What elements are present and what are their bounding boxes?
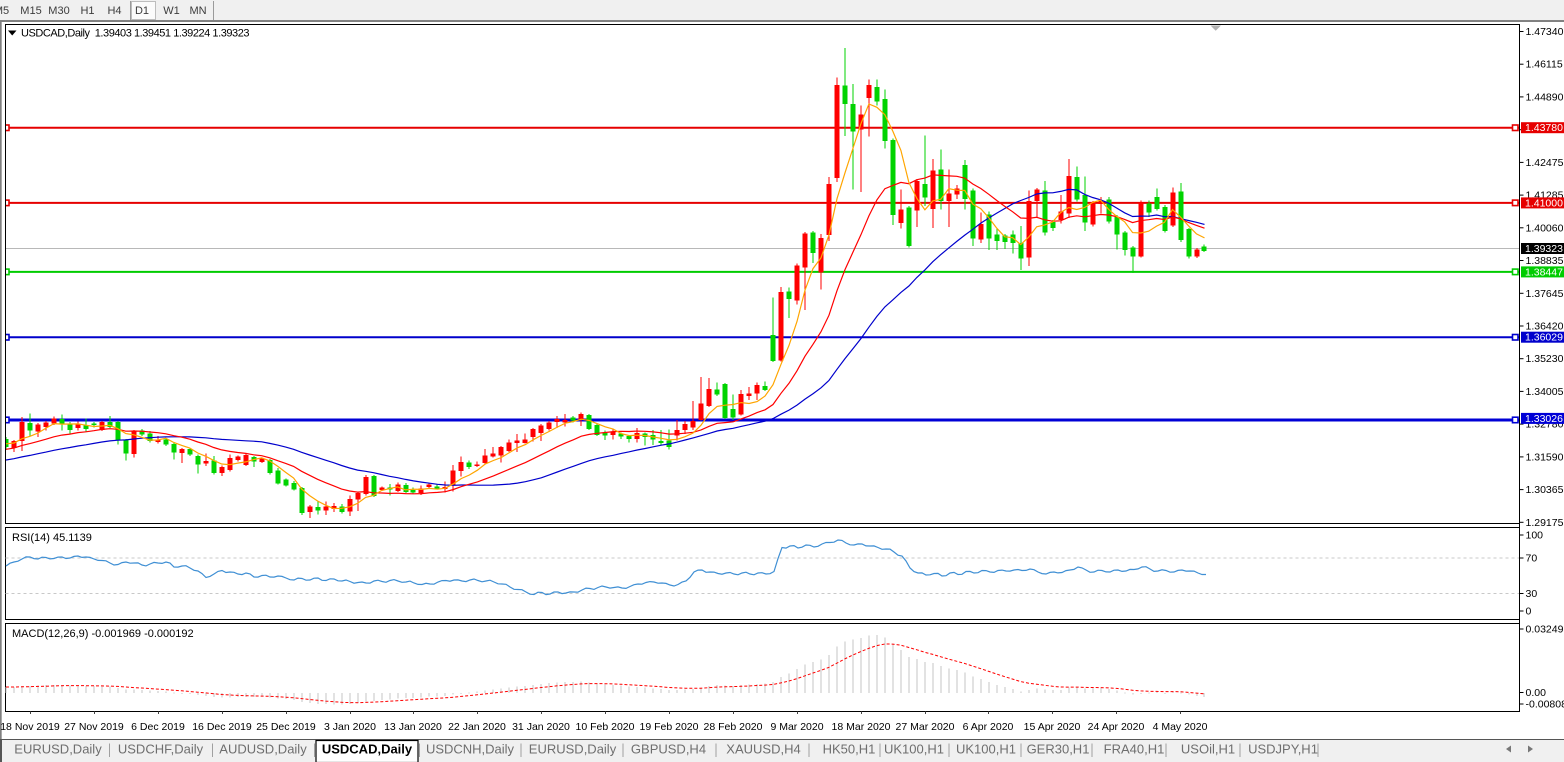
svg-text:1.47340: 1.47340: [1526, 26, 1564, 38]
svg-text:0: 0: [1526, 606, 1532, 618]
svg-text:1.31590: 1.31590: [1526, 451, 1564, 463]
svg-text:15 Apr 2020: 15 Apr 2020: [1024, 721, 1081, 733]
svg-text:1.36029: 1.36029: [1525, 332, 1563, 344]
svg-text:6 Apr 2020: 6 Apr 2020: [963, 721, 1014, 733]
svg-text:1.37645: 1.37645: [1526, 288, 1564, 300]
svg-text:1.38835: 1.38835: [1526, 255, 1564, 267]
svg-text:13 Jan 2020: 13 Jan 2020: [384, 721, 442, 733]
svg-text:RSI(14) 45.1139: RSI(14) 45.1139: [12, 532, 92, 544]
svg-text:1.35230: 1.35230: [1526, 353, 1564, 365]
svg-text:M15: M15: [20, 5, 41, 17]
svg-text:24 Apr 2020: 24 Apr 2020: [1088, 721, 1145, 733]
svg-text:9 Mar 2020: 9 Mar 2020: [770, 721, 823, 733]
svg-text:18 Nov 2019: 18 Nov 2019: [0, 721, 60, 733]
svg-text:W1: W1: [163, 5, 180, 17]
svg-text:10 Feb 2020: 10 Feb 2020: [576, 721, 635, 733]
svg-text:1.38447: 1.38447: [1525, 266, 1563, 278]
svg-text:31 Jan 2020: 31 Jan 2020: [512, 721, 570, 733]
svg-text:EURUSD,Daily: EURUSD,Daily: [529, 742, 617, 757]
svg-text:USDJPY,H1: USDJPY,H1: [1248, 742, 1318, 757]
svg-text:EURUSD,Daily: EURUSD,Daily: [14, 742, 102, 757]
svg-text:USOil,H1: USOil,H1: [1181, 742, 1235, 757]
svg-text:25 Dec 2019: 25 Dec 2019: [256, 721, 316, 733]
svg-text:1.30365: 1.30365: [1526, 484, 1564, 496]
svg-text:70: 70: [1526, 553, 1538, 565]
svg-text:100: 100: [1526, 530, 1544, 542]
svg-text:HK50,H1: HK50,H1: [823, 742, 876, 757]
svg-text:3 Jan 2020: 3 Jan 2020: [324, 721, 376, 733]
svg-text:6 Dec 2019: 6 Dec 2019: [131, 721, 185, 733]
svg-text:1.36420: 1.36420: [1526, 321, 1564, 333]
svg-text:D1: D1: [135, 5, 149, 17]
svg-text:MN: MN: [189, 5, 206, 17]
svg-text:1.43780: 1.43780: [1525, 122, 1563, 134]
svg-text:USDCAD,Daily 1.39403 1.39451: USDCAD,Daily 1.39403 1.39451 1.39224 1.3…: [21, 28, 249, 40]
svg-text:28 Feb 2020: 28 Feb 2020: [704, 721, 763, 733]
svg-text:1.34005: 1.34005: [1526, 386, 1564, 398]
svg-text:H1: H1: [80, 5, 94, 17]
svg-text:1.44890: 1.44890: [1526, 91, 1564, 103]
svg-text:GER30,H1: GER30,H1: [1027, 742, 1090, 757]
svg-text:4 May 2020: 4 May 2020: [1153, 721, 1208, 733]
svg-text:27 Mar 2020: 27 Mar 2020: [896, 721, 955, 733]
svg-text:M30: M30: [48, 5, 69, 17]
svg-text:1.40060: 1.40060: [1526, 222, 1564, 234]
svg-text:USDCAD,Daily: USDCAD,Daily: [322, 742, 413, 757]
svg-text:18 Mar 2020: 18 Mar 2020: [832, 721, 891, 733]
svg-text:19 Feb 2020: 19 Feb 2020: [640, 721, 699, 733]
svg-text:30: 30: [1526, 588, 1538, 600]
svg-text:UK100,H1: UK100,H1: [884, 742, 944, 757]
svg-text:GBPUSD,H4: GBPUSD,H4: [631, 742, 706, 757]
svg-text:AUDUSD,Daily: AUDUSD,Daily: [219, 742, 307, 757]
svg-text:27 Nov 2019: 27 Nov 2019: [64, 721, 124, 733]
svg-text:USDCNH,Daily: USDCNH,Daily: [426, 742, 515, 757]
svg-text:0.032493: 0.032493: [1526, 624, 1564, 636]
svg-text:XAUUSD,H4: XAUUSD,H4: [726, 742, 800, 757]
svg-text:FRA40,H1: FRA40,H1: [1104, 742, 1165, 757]
svg-text:16 Dec 2019: 16 Dec 2019: [192, 721, 252, 733]
svg-text:1.42475: 1.42475: [1526, 157, 1564, 169]
svg-text:M5: M5: [0, 5, 9, 17]
svg-text:USDCHF,Daily: USDCHF,Daily: [118, 742, 204, 757]
svg-text:0.00: 0.00: [1526, 687, 1547, 699]
svg-text:1.46115: 1.46115: [1526, 59, 1563, 71]
svg-text:22 Jan 2020: 22 Jan 2020: [448, 721, 506, 733]
svg-text:-0.008086: -0.008086: [1526, 699, 1564, 711]
svg-text:MACD(12,26,9) -0.001969 -0.000: MACD(12,26,9) -0.001969 -0.000192: [12, 628, 194, 640]
svg-text:H4: H4: [107, 5, 121, 17]
svg-text:1.41000: 1.41000: [1525, 197, 1563, 209]
svg-text:1.39323: 1.39323: [1525, 243, 1563, 255]
svg-text:1.29175: 1.29175: [1526, 517, 1564, 529]
svg-text:UK100,H1: UK100,H1: [956, 742, 1016, 757]
svg-text:1.33026: 1.33026: [1525, 413, 1563, 425]
